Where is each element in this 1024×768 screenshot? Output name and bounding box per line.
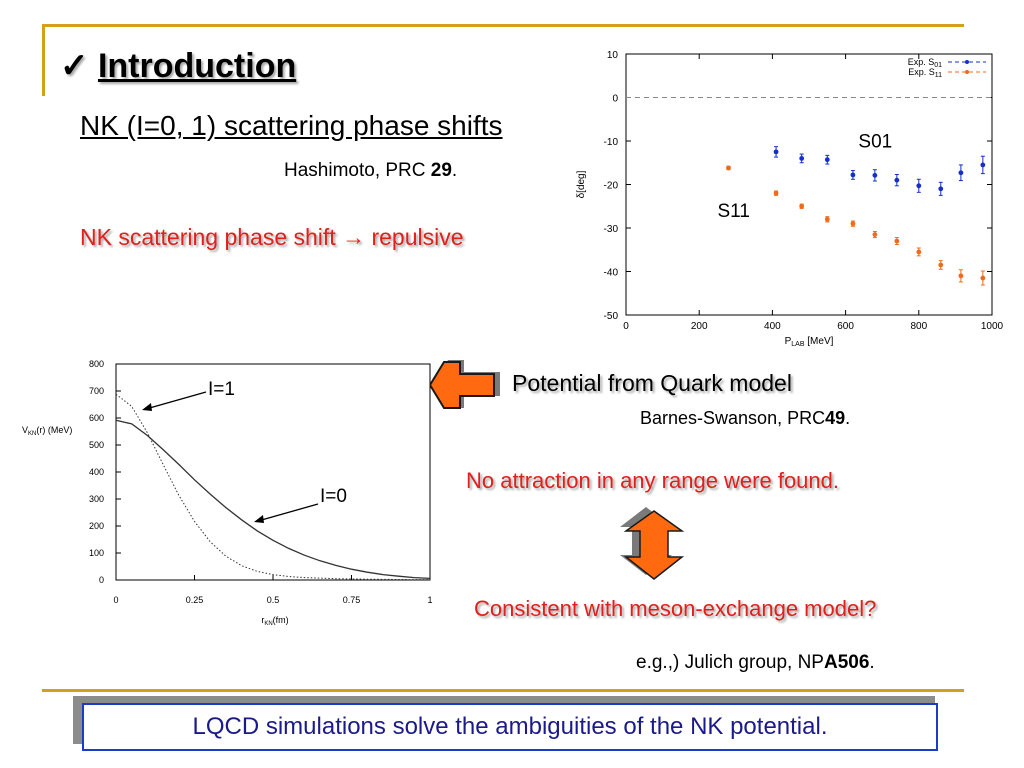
citation-end: . <box>845 408 851 428</box>
potential-label: Potential from Quark model <box>512 370 792 396</box>
x-tick-label: 0.75 <box>343 595 361 605</box>
data-point-s11 <box>958 273 964 279</box>
x-tick-label: 600 <box>837 321 854 332</box>
legend-label: Exp. S11 <box>908 67 942 79</box>
checkmark-icon: ✓ <box>60 47 89 85</box>
citation-volume: 29 <box>430 160 452 181</box>
citation-text: e.g.,) Julich group, NP <box>636 652 824 673</box>
data-point-s11 <box>726 165 731 171</box>
data-point-s01 <box>850 172 856 178</box>
x-axis-label: PLAB [MeV] <box>785 336 834 348</box>
data-point-s01 <box>958 170 964 176</box>
citation-volume: 49 <box>825 408 846 428</box>
citation-barnes-swanson: Barnes-Swanson, PRC49. <box>640 408 850 429</box>
slide-title: ✓ Introduction <box>60 46 296 86</box>
data-point-s01 <box>938 186 944 192</box>
statement-no-attraction: No attraction in any range were found. <box>466 468 840 493</box>
top-divider <box>42 24 964 27</box>
plot-frame <box>625 53 993 316</box>
potential-chart: 0 0.25 0.5 0.75 1 0 100 200 300 400 500 600 700 800 rK… <box>22 359 433 627</box>
y-axis-label: VKN(r) (MeV) <box>22 425 72 437</box>
legend-marker <box>965 60 969 64</box>
double-arrow-icon <box>620 507 685 580</box>
pointer-head-i0 <box>254 515 264 523</box>
y-tick-label: 0 <box>99 575 104 585</box>
subtitle: NK (I=0, 1) scattering phase shifts <box>80 110 503 141</box>
x-tick-label: 0.25 <box>186 595 204 605</box>
left-arrow-icon <box>430 360 500 409</box>
statement-meson-exchange: Consistent with meson-exchange model? <box>474 596 877 621</box>
y-tick-label: 10 <box>607 50 619 61</box>
y-tick-label: 600 <box>89 413 104 423</box>
title-text: Introduction <box>97 47 297 85</box>
citation-end: . <box>451 160 458 181</box>
data-point-s11 <box>824 216 830 222</box>
data-point-s11 <box>980 275 986 281</box>
y-tick-label: 400 <box>89 467 104 477</box>
y-axis-label: δ[deg] <box>576 170 587 198</box>
data-point-s11 <box>872 232 878 237</box>
x-tick-label: 1000 <box>981 321 1004 332</box>
phase-shift-chart: 0 200 400 600 800 1000 10 0 -10 -20 -30 -40 -50 PLAB … <box>576 50 1004 348</box>
y-tick-label: -40 <box>604 268 619 279</box>
y-tick-label: 700 <box>89 386 104 396</box>
x-tick-label: 0 <box>113 595 118 605</box>
x-tick-label: 1 <box>427 595 432 605</box>
data-point-s11 <box>916 249 922 255</box>
citation-julich: e.g.,) Julich group, NPA506. <box>636 652 875 674</box>
data-point-s11 <box>894 238 900 244</box>
curve-i0 <box>115 419 431 580</box>
statement-repulsive: NK scattering phase shift → repulsive <box>80 224 464 250</box>
label-i0: I=0 <box>320 486 347 507</box>
x-axis-label: rKN(fm) <box>261 615 288 627</box>
y-tick-label: 200 <box>89 521 104 531</box>
citation-hashimoto: Hashimoto, PRC 29. <box>284 160 457 182</box>
data-point-s01 <box>894 177 900 183</box>
data-point-s11 <box>850 221 856 227</box>
y-tick-label: -10 <box>604 137 619 148</box>
data-point-s01 <box>824 157 830 163</box>
pointer-line-i1 <box>145 391 207 410</box>
data-point-s01 <box>980 162 986 168</box>
legend-label: Exp. S01 <box>908 57 942 69</box>
y-tick-label: 500 <box>89 440 104 450</box>
citation-text: Hashimoto, PRC <box>284 160 431 181</box>
x-tick-label: 200 <box>691 321 708 332</box>
data-point-s01 <box>799 156 805 161</box>
y-tick-label: 100 <box>89 548 104 558</box>
y-tick-label: -50 <box>604 311 619 322</box>
y-tick-label: 300 <box>89 494 104 504</box>
pointer-line-i0 <box>257 503 319 522</box>
y-tick-label: 800 <box>89 359 104 369</box>
y-tick-label: -20 <box>604 181 619 192</box>
data-point-s01 <box>773 149 779 155</box>
curve-i1 <box>115 393 431 581</box>
x-tick-label: 0.5 <box>267 595 280 605</box>
data-point-s11 <box>773 190 779 196</box>
citation-volume: A506 <box>823 652 870 673</box>
label-i1: I=1 <box>208 379 235 400</box>
y-tick-label: 0 <box>612 94 618 105</box>
bottom-divider <box>42 689 964 692</box>
x-tick-label: 400 <box>764 321 781 332</box>
left-divider <box>42 24 45 96</box>
conclusion-box: LQCD simulations solve the ambiguities o… <box>82 703 938 751</box>
data-point-s01 <box>872 172 878 178</box>
x-tick-label: 800 <box>910 321 927 332</box>
citation-end: . <box>869 652 875 673</box>
series-label-s01: S01 <box>858 132 892 153</box>
plot-frame <box>115 363 431 581</box>
data-point-s11 <box>799 203 805 209</box>
series-label-s11: S11 <box>718 201 750 222</box>
x-tick-label: 0 <box>623 321 629 332</box>
citation-text: Barnes-Swanson, PRC <box>640 408 826 428</box>
y-tick-label: -30 <box>604 224 619 235</box>
data-point-s11 <box>938 262 944 268</box>
data-point-s01 <box>916 183 922 189</box>
pointer-head-i1 <box>142 403 152 411</box>
legend-marker <box>965 70 969 74</box>
